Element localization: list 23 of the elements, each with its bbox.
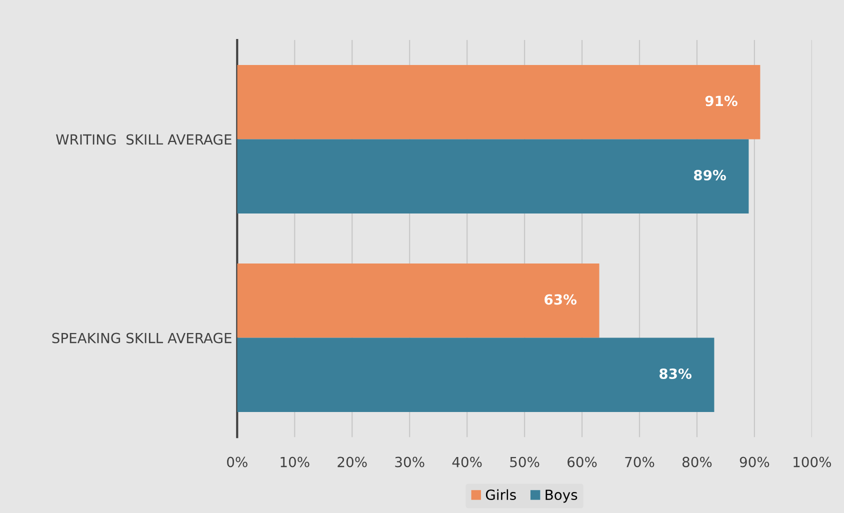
bar (237, 65, 760, 140)
x-tick-label: 40% (452, 456, 482, 468)
x-tick-label: 60% (568, 456, 597, 468)
x-tick-label: 10% (280, 456, 310, 468)
bar (237, 338, 714, 412)
x-tick-label: 30% (395, 456, 424, 468)
y-tick-label: SPEAKING SKILL AVERAGE (52, 332, 232, 344)
x-tick-label: 90% (740, 456, 770, 468)
legend-label: Boys (546, 490, 578, 503)
x-tick-label: 0% (227, 456, 248, 468)
x-tick-label: 80% (682, 456, 712, 468)
data-label: 89% (694, 170, 726, 180)
x-tick-label: 100% (794, 456, 832, 468)
data-label: 91% (705, 96, 738, 106)
bar (237, 264, 600, 338)
x-tick-label: 20% (338, 456, 367, 468)
data-label: 83% (660, 368, 692, 379)
legend-label: Girls (486, 489, 516, 500)
bar (237, 139, 749, 214)
y-tick-label: WRITING SKILL AVERAGE (56, 134, 232, 145)
x-tick-label: 50% (510, 456, 540, 468)
data-label: 63% (544, 294, 577, 305)
x-tick-label: 70% (625, 456, 654, 468)
